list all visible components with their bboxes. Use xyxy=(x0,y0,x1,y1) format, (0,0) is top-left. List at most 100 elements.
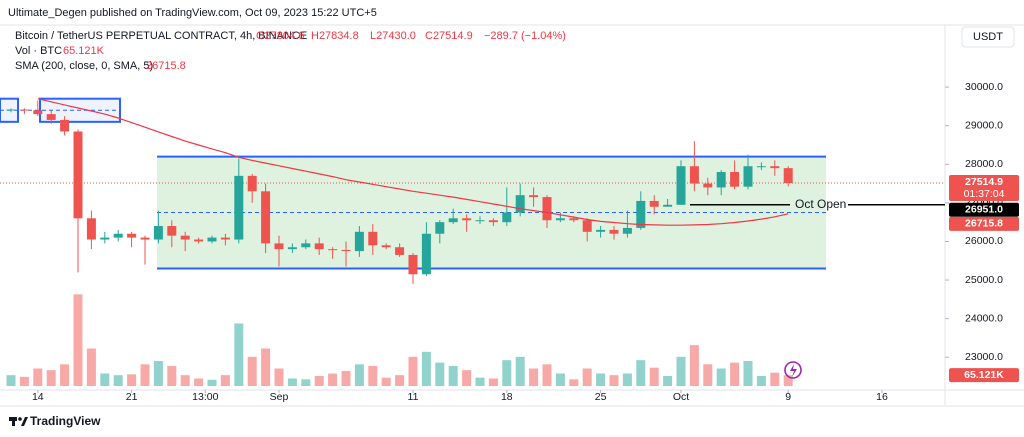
candle-body xyxy=(636,200,646,228)
volume-tag xyxy=(949,368,1019,383)
volume-bar xyxy=(341,371,351,386)
candle-body xyxy=(582,220,592,232)
sma-line xyxy=(37,98,789,226)
candle-body xyxy=(488,220,498,223)
plot-area: Oct Open23000.024000.025000.026000.02700… xyxy=(0,81,1019,403)
volume-bar xyxy=(636,360,646,386)
x-tick-label: 21 xyxy=(126,391,138,403)
volume-bar xyxy=(314,376,324,386)
volume-tag-label: 65.121K xyxy=(964,369,1004,381)
volume-bar xyxy=(502,360,512,386)
x-tick-label: Sep xyxy=(270,391,289,403)
volume-bar xyxy=(113,375,123,386)
volume-bar xyxy=(462,370,472,386)
candle-body xyxy=(274,243,284,250)
volume-bar xyxy=(100,373,110,386)
candle-body xyxy=(368,231,378,246)
candle-body xyxy=(33,110,43,115)
oct-open-tag xyxy=(949,202,1019,217)
candle-body xyxy=(73,131,83,219)
candle-body xyxy=(596,229,606,232)
symbol-name: Bitcoin / TetherUS PERPETUAL CONTRACT, 4… xyxy=(15,30,307,42)
volume-bar xyxy=(328,373,338,386)
candle-body xyxy=(301,243,311,248)
volume-bar xyxy=(368,366,378,386)
candle-body xyxy=(421,233,431,275)
ideas-icon[interactable] xyxy=(784,361,802,379)
candle-body xyxy=(261,191,271,244)
candle-body xyxy=(153,226,163,240)
legend-low: L27430.0 xyxy=(370,30,416,42)
volume-bar xyxy=(609,375,619,386)
volume-bar xyxy=(153,361,163,386)
candle-body xyxy=(207,237,217,242)
sma-tag-label: 26715.8 xyxy=(965,218,1003,230)
candle-body xyxy=(247,175,257,192)
volume-bar xyxy=(676,356,686,386)
volume-bar xyxy=(770,372,780,386)
volume-bar xyxy=(569,379,579,386)
candle-body xyxy=(60,119,70,132)
oct-open-tag-label: 26951.0 xyxy=(965,204,1003,216)
volume-bar xyxy=(582,368,592,386)
volume-bar xyxy=(60,364,70,386)
volume-bar xyxy=(488,378,498,386)
volume-bar xyxy=(261,348,271,386)
volume-bar xyxy=(649,367,659,386)
volume-bar xyxy=(703,364,713,386)
currency-button-label[interactable]: USDT xyxy=(973,31,1003,43)
volume-bar xyxy=(475,377,485,386)
legend-change: −289.7 (−1.04%) xyxy=(484,30,566,42)
candle-body xyxy=(515,195,525,213)
volume-name: Vol · BTC xyxy=(15,45,62,57)
volume-bar xyxy=(6,375,16,386)
x-tick-label: 9 xyxy=(785,391,791,403)
brand-name: TradingView xyxy=(30,414,101,428)
volume-bar xyxy=(207,379,217,386)
x-tick-label: 11 xyxy=(408,391,419,403)
candle-body xyxy=(569,218,579,221)
x-tick-label: Oct xyxy=(673,391,689,403)
candle-body xyxy=(448,218,458,223)
candle-body xyxy=(86,218,96,240)
candle-body xyxy=(783,168,793,184)
volume-bar xyxy=(86,348,96,386)
ideas-icon-bolt xyxy=(790,364,797,377)
last-price-tag-label: 27514.9 xyxy=(965,176,1003,188)
y-tick-label: 28000.0 xyxy=(965,158,1003,170)
candle-body xyxy=(435,222,445,234)
currency-button[interactable] xyxy=(961,26,1015,48)
candle-body xyxy=(180,235,190,240)
candle-body xyxy=(127,233,137,238)
volume-bar xyxy=(127,374,137,386)
volume-bar xyxy=(730,362,740,386)
y-tick-label: 25000.0 xyxy=(965,274,1003,286)
volume-bar xyxy=(381,377,391,386)
candle-body xyxy=(622,227,632,234)
x-tick-label: 16 xyxy=(876,391,888,403)
candle-body xyxy=(314,243,324,250)
candle-body xyxy=(167,226,177,236)
legend-close: C27514.9 xyxy=(425,30,473,42)
candle-body xyxy=(462,218,472,221)
candle-body xyxy=(555,218,565,221)
candle-body xyxy=(502,212,512,223)
volume-bar xyxy=(167,366,177,386)
candle-body xyxy=(381,245,391,248)
volume-bar xyxy=(287,378,297,386)
volume-bar xyxy=(19,376,29,386)
oct-open-label: Oct Open xyxy=(795,197,846,211)
volume-bar xyxy=(448,366,458,386)
x-tick-label: 13:00 xyxy=(192,391,218,403)
candle-body xyxy=(140,237,150,240)
candle-body xyxy=(113,233,123,238)
sma-name: SMA (200, close, 0, SMA, 5) xyxy=(15,60,153,72)
legend-high: H27834.8 xyxy=(311,30,359,42)
candle-body xyxy=(730,172,740,187)
volume-bar xyxy=(140,364,150,386)
candle-body xyxy=(542,197,552,221)
volume-bar xyxy=(435,362,445,386)
x-tick-label: 25 xyxy=(595,391,607,403)
